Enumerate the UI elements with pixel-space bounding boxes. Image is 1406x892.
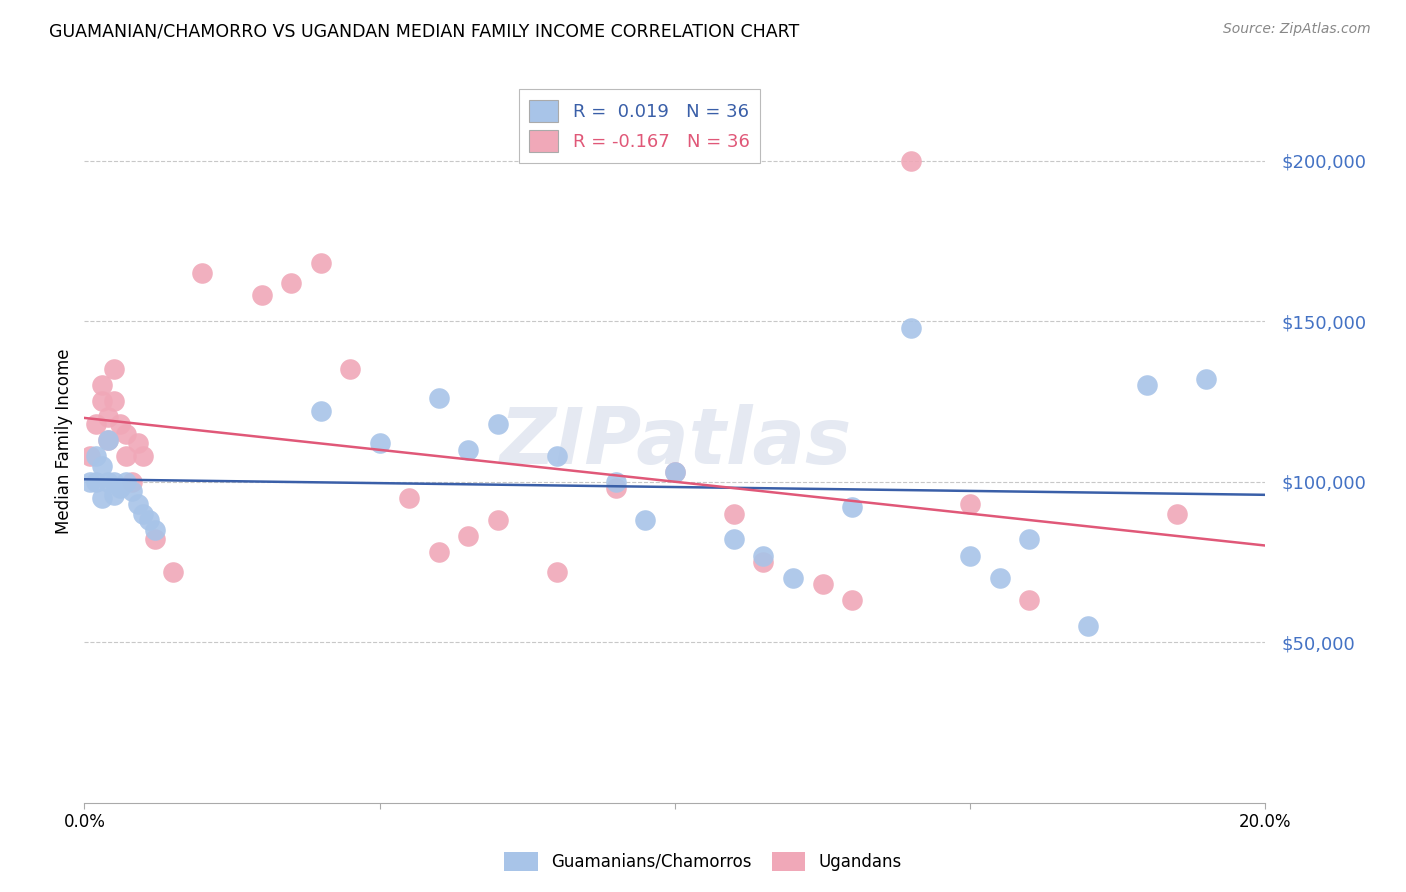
Point [339, 362, 361, 376]
Point [959, 549, 981, 563]
Point [250, 288, 273, 302]
Point [132, 449, 155, 463]
Point [900, 153, 922, 168]
Point [546, 449, 568, 463]
Point [457, 442, 479, 457]
Point [114, 449, 136, 463]
Point [97, 433, 120, 447]
Point [79, 449, 101, 463]
Legend: R =  0.019   N = 36, R = -0.167   N = 36: R = 0.019 N = 36, R = -0.167 N = 36 [519, 89, 761, 163]
Point [97, 475, 120, 489]
Point [108, 481, 131, 495]
Point [191, 266, 214, 280]
Point [91, 394, 114, 409]
Text: ZIPatlas: ZIPatlas [499, 403, 851, 480]
Y-axis label: Median Family Income: Median Family Income [55, 349, 73, 534]
Point [959, 497, 981, 511]
Point [309, 256, 332, 270]
Point [900, 320, 922, 334]
Point [605, 481, 627, 495]
Point [398, 491, 420, 505]
Point [121, 475, 143, 489]
Point [162, 565, 184, 579]
Point [811, 577, 834, 591]
Point [752, 549, 775, 563]
Point [1195, 372, 1218, 386]
Point [486, 513, 509, 527]
Point [427, 545, 450, 559]
Point [1136, 378, 1159, 392]
Point [91, 458, 114, 473]
Point [546, 565, 568, 579]
Point [457, 529, 479, 543]
Legend: Guamanians/Chamorros, Ugandans: Guamanians/Chamorros, Ugandans [496, 843, 910, 880]
Point [723, 533, 745, 547]
Point [634, 513, 657, 527]
Point [97, 410, 120, 425]
Point [1077, 619, 1099, 633]
Point [280, 276, 302, 290]
Point [103, 487, 125, 501]
Point [486, 417, 509, 431]
Point [782, 571, 804, 585]
Point [723, 507, 745, 521]
Text: GUAMANIAN/CHAMORRO VS UGANDAN MEDIAN FAMILY INCOME CORRELATION CHART: GUAMANIAN/CHAMORRO VS UGANDAN MEDIAN FAM… [49, 22, 800, 40]
Point [121, 484, 143, 499]
Point [309, 404, 332, 418]
Point [91, 378, 114, 392]
Point [988, 571, 1011, 585]
Point [103, 362, 125, 376]
Point [79, 475, 101, 489]
Point [841, 593, 863, 607]
Point [841, 500, 863, 515]
Point [664, 465, 686, 479]
Point [91, 491, 114, 505]
Point [132, 507, 155, 521]
Point [127, 436, 149, 450]
Point [1018, 593, 1040, 607]
Point [97, 433, 120, 447]
Point [84, 449, 107, 463]
Point [605, 475, 627, 489]
Point [127, 497, 149, 511]
Point [664, 465, 686, 479]
Point [108, 417, 131, 431]
Point [368, 436, 391, 450]
Point [427, 391, 450, 405]
Point [84, 475, 107, 489]
Point [114, 475, 136, 489]
Point [1018, 533, 1040, 547]
Point [103, 475, 125, 489]
Point [143, 533, 166, 547]
Point [114, 426, 136, 441]
Point [84, 417, 107, 431]
Point [752, 555, 775, 569]
Text: Source: ZipAtlas.com: Source: ZipAtlas.com [1223, 22, 1371, 37]
Point [1166, 507, 1188, 521]
Point [138, 513, 160, 527]
Point [103, 394, 125, 409]
Point [143, 523, 166, 537]
